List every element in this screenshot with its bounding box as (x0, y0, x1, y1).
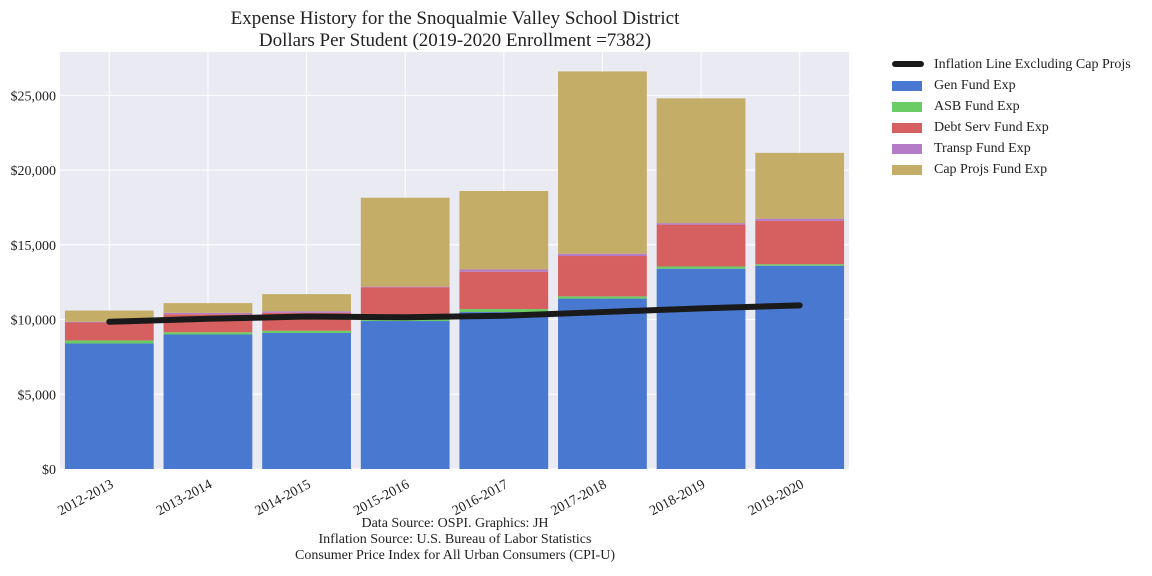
y-tick-label: $15,000 (11, 239, 57, 254)
legend-swatch (892, 81, 922, 91)
x-tick-label: 2013-2014 (154, 477, 215, 519)
bar-cap-projs-fund-exp (755, 152, 845, 219)
legend-label: ASB Fund Exp (934, 99, 1020, 114)
legend-swatch (892, 144, 922, 154)
bar-debt-serv-fund-exp (64, 322, 154, 341)
bar-transp-fund-exp (558, 253, 647, 257)
bar-cap-projs-fund-exp (459, 191, 549, 270)
bar-gen-fund-exp (262, 332, 351, 469)
legend-swatch (892, 123, 922, 133)
bar-gen-fund-exp (656, 268, 746, 469)
chart-title: Expense History for the Snoqualmie Valle… (230, 8, 680, 29)
bar-debt-serv-fund-exp (459, 271, 549, 310)
bar-transp-fund-exp (459, 269, 549, 272)
y-tick-label: $5,000 (18, 388, 57, 403)
bar-asb-fund-exp (656, 266, 746, 269)
bar-debt-serv-fund-exp (558, 256, 647, 297)
bar-asb-fund-exp (755, 264, 845, 266)
bar-asb-fund-exp (459, 309, 549, 313)
legend-line-swatch (892, 61, 924, 67)
legend-label: Gen Fund Exp (934, 78, 1016, 93)
bar-cap-projs-fund-exp (64, 310, 154, 322)
legend-label: Transp Fund Exp (934, 141, 1031, 156)
legend-swatch (892, 165, 922, 175)
bar-debt-serv-fund-exp (360, 287, 450, 319)
bar-cap-projs-fund-exp (656, 98, 746, 224)
x-tick-label: 2015-2016 (351, 477, 412, 519)
y-tick-label: $20,000 (11, 164, 57, 179)
x-tick-label: 2014-2015 (253, 477, 314, 519)
inflation-line (106, 302, 803, 325)
y-tick-label: $10,000 (11, 314, 57, 329)
bar-debt-serv-fund-exp (755, 220, 845, 265)
legend-swatch (892, 102, 922, 112)
bar-gen-fund-exp (755, 265, 845, 469)
footer-data-source: Data Source: OSPI. Graphics: JH (361, 516, 549, 531)
x-tick-label: 2018-2019 (647, 477, 708, 519)
bar-gen-fund-exp (459, 312, 549, 469)
bar-cap-projs-fund-exp (360, 197, 450, 287)
x-tick-label: 2016-2017 (450, 477, 511, 519)
bar-gen-fund-exp (558, 298, 647, 469)
bar-transp-fund-exp (163, 312, 253, 315)
legend-label: Inflation Line Excluding Cap Projs (934, 57, 1131, 72)
bar-transp-fund-exp (656, 223, 746, 225)
x-tick-label: 2017-2018 (549, 477, 610, 519)
y-tick-label: $25,000 (11, 89, 57, 104)
bar-transp-fund-exp (360, 286, 450, 288)
bar-gen-fund-exp (360, 321, 450, 469)
legend-label: Debt Serv Fund Exp (934, 120, 1049, 135)
bar-cap-projs-fund-exp (163, 303, 253, 313)
bar-asb-fund-exp (558, 296, 647, 299)
bar-asb-fund-exp (163, 332, 253, 335)
footer-inflation-source: Inflation Source: U.S. Bureau of Labor S… (318, 532, 592, 547)
bar-gen-fund-exp (64, 343, 154, 469)
chart-subtitle: Dollars Per Student (2019-2020 Enrollmen… (258, 30, 652, 51)
footer-cpi-note: Consumer Price Index for All Urban Consu… (294, 548, 615, 563)
x-tick-label: 2012-2013 (56, 477, 117, 519)
bar-asb-fund-exp (262, 330, 351, 333)
bar-gen-fund-exp (163, 334, 253, 469)
legend-label: Cap Projs Fund Exp (934, 162, 1048, 177)
bar-asb-fund-exp (64, 340, 154, 344)
bar-debt-serv-fund-exp (656, 224, 746, 267)
bar-transp-fund-exp (262, 311, 351, 313)
bar-cap-projs-fund-exp (262, 294, 351, 312)
y-tick-label: $0 (42, 463, 56, 478)
bar-cap-projs-fund-exp (558, 71, 647, 254)
bar-transp-fund-exp (755, 218, 845, 221)
x-tick-label: 2019-2020 (746, 477, 807, 519)
